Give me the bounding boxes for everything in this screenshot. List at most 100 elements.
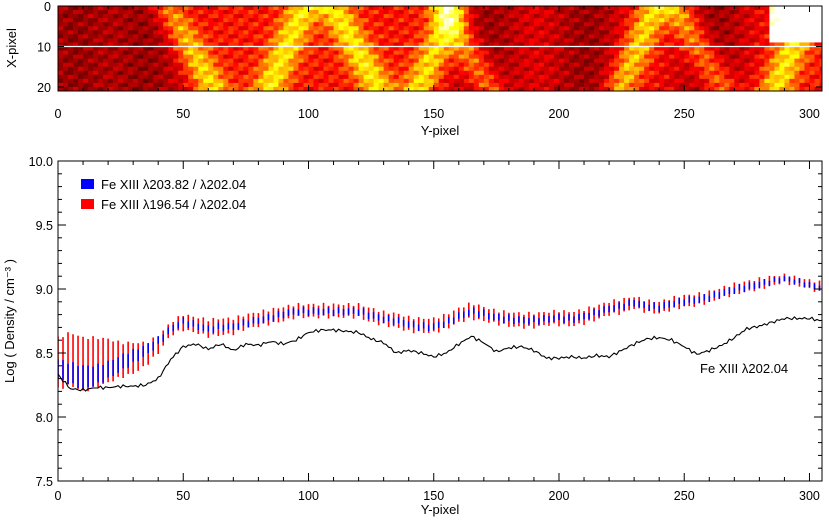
heatmap-cell xyxy=(58,26,64,31)
heatmap-cell xyxy=(68,34,74,39)
series-black-line xyxy=(58,316,822,392)
heatmap-cell xyxy=(664,86,670,91)
heatmap-cell xyxy=(674,50,680,56)
heatmap-cell xyxy=(438,70,445,76)
heatmap-cell xyxy=(323,14,330,19)
heatmap-cell xyxy=(238,50,244,56)
heatmap-cell xyxy=(629,6,635,11)
heatmap-cell xyxy=(88,46,94,52)
heatmap-cell xyxy=(789,22,796,27)
heatmap-cell xyxy=(819,42,822,48)
heatmap-cell xyxy=(543,82,550,88)
heatmap-cell xyxy=(664,70,670,76)
heatmap-cell xyxy=(719,42,725,48)
heatmap-cell xyxy=(338,78,345,84)
heatmap-cell xyxy=(283,18,290,23)
heatmap-cell xyxy=(343,14,350,19)
heatmap-cell xyxy=(649,34,655,39)
heatmap-cell xyxy=(528,54,535,60)
heatmap-cell xyxy=(448,22,455,27)
heatmap-cell xyxy=(584,38,590,44)
heatmap-cell xyxy=(719,46,725,52)
heatmap-cell xyxy=(98,42,104,48)
heatmap-cell xyxy=(383,66,390,72)
heatmap-cell xyxy=(278,38,285,44)
heatmap-cell xyxy=(283,74,290,80)
heatmap-cell xyxy=(248,18,254,23)
heatmap-cell xyxy=(343,58,350,64)
heatmap-cell xyxy=(503,78,510,84)
heatmap-cell xyxy=(88,74,94,80)
heatmap-cell xyxy=(503,22,510,27)
heatmap-cell xyxy=(248,42,254,48)
heatmap-cell xyxy=(198,10,204,15)
heatmap-cell xyxy=(714,26,720,31)
heatmap-cell xyxy=(453,46,460,52)
heatmap-cell xyxy=(203,18,209,23)
heatmap-cell xyxy=(353,26,360,31)
heatmap-cell xyxy=(68,46,74,52)
heatmap-cell xyxy=(148,42,154,48)
heatmap-cell xyxy=(438,34,445,39)
heatmap-cell xyxy=(308,6,315,11)
heatmap-cell xyxy=(709,82,715,88)
heatmap-cell xyxy=(383,46,390,52)
heatmap-cell xyxy=(183,70,189,76)
heatmap-cell xyxy=(298,34,305,39)
heatmap-cell xyxy=(273,54,280,60)
heatmap-cell xyxy=(629,58,635,64)
heatmap-cell xyxy=(443,58,450,64)
heatmap-cell xyxy=(208,38,214,44)
heatmap-cell xyxy=(639,22,645,27)
heatmap-cell xyxy=(804,22,811,27)
heatmap-cell xyxy=(83,34,89,39)
heatmap-cell xyxy=(278,54,285,60)
heatmap-cell xyxy=(674,62,680,68)
heatmap-cell xyxy=(508,66,515,72)
heatmap-cell xyxy=(754,10,760,15)
heatmap-cell xyxy=(518,58,525,64)
heatmap-cell xyxy=(193,6,199,11)
heatmap-cell xyxy=(453,26,460,31)
heatmap-cell xyxy=(408,42,415,48)
heatmap-cell xyxy=(594,70,600,76)
heatmap-cell xyxy=(604,18,610,23)
heatmap-cell xyxy=(188,66,194,72)
heatmap-cell xyxy=(258,50,265,56)
heatmap-cell xyxy=(478,38,485,44)
heatmap-cell xyxy=(143,74,149,80)
heatmap-cell xyxy=(594,30,600,35)
heatmap-cell xyxy=(794,54,801,60)
heatmap-cell xyxy=(699,54,705,60)
heatmap-cell xyxy=(308,18,315,23)
heatmap-cell xyxy=(523,54,530,60)
heatmap-cell xyxy=(749,34,755,39)
heatmap-cell xyxy=(579,22,585,27)
heatmap-cell xyxy=(138,22,144,27)
heatmap-cell xyxy=(784,78,791,84)
heatmap-cell xyxy=(548,70,555,76)
heatmap-cell xyxy=(518,82,525,88)
heatmap-cell xyxy=(453,50,460,56)
heatmap-cell xyxy=(288,50,295,56)
heatmap-cell xyxy=(163,30,169,35)
heatmap-cell xyxy=(173,34,179,39)
heatmap-cell xyxy=(779,26,786,31)
heatmap-cell xyxy=(639,78,645,84)
heatmap-cell xyxy=(569,10,575,15)
heatmap-cell xyxy=(138,66,144,72)
heatmap-cell xyxy=(513,14,520,19)
heatmap-cell xyxy=(679,78,685,84)
heatmap-cell xyxy=(644,26,650,31)
heatmap-cell xyxy=(178,50,184,56)
heatmap-cell xyxy=(318,82,325,88)
heatmap-cell xyxy=(58,34,64,39)
heatmap-cell xyxy=(403,46,410,52)
heatmap-cell xyxy=(198,50,204,56)
heatmap-cell xyxy=(368,18,375,23)
heatmap-cell xyxy=(233,38,239,44)
heatmap-cell xyxy=(528,26,535,31)
heatmap-cell xyxy=(694,38,700,44)
heatmap-cell xyxy=(749,70,755,76)
heatmap-cell xyxy=(418,54,425,60)
